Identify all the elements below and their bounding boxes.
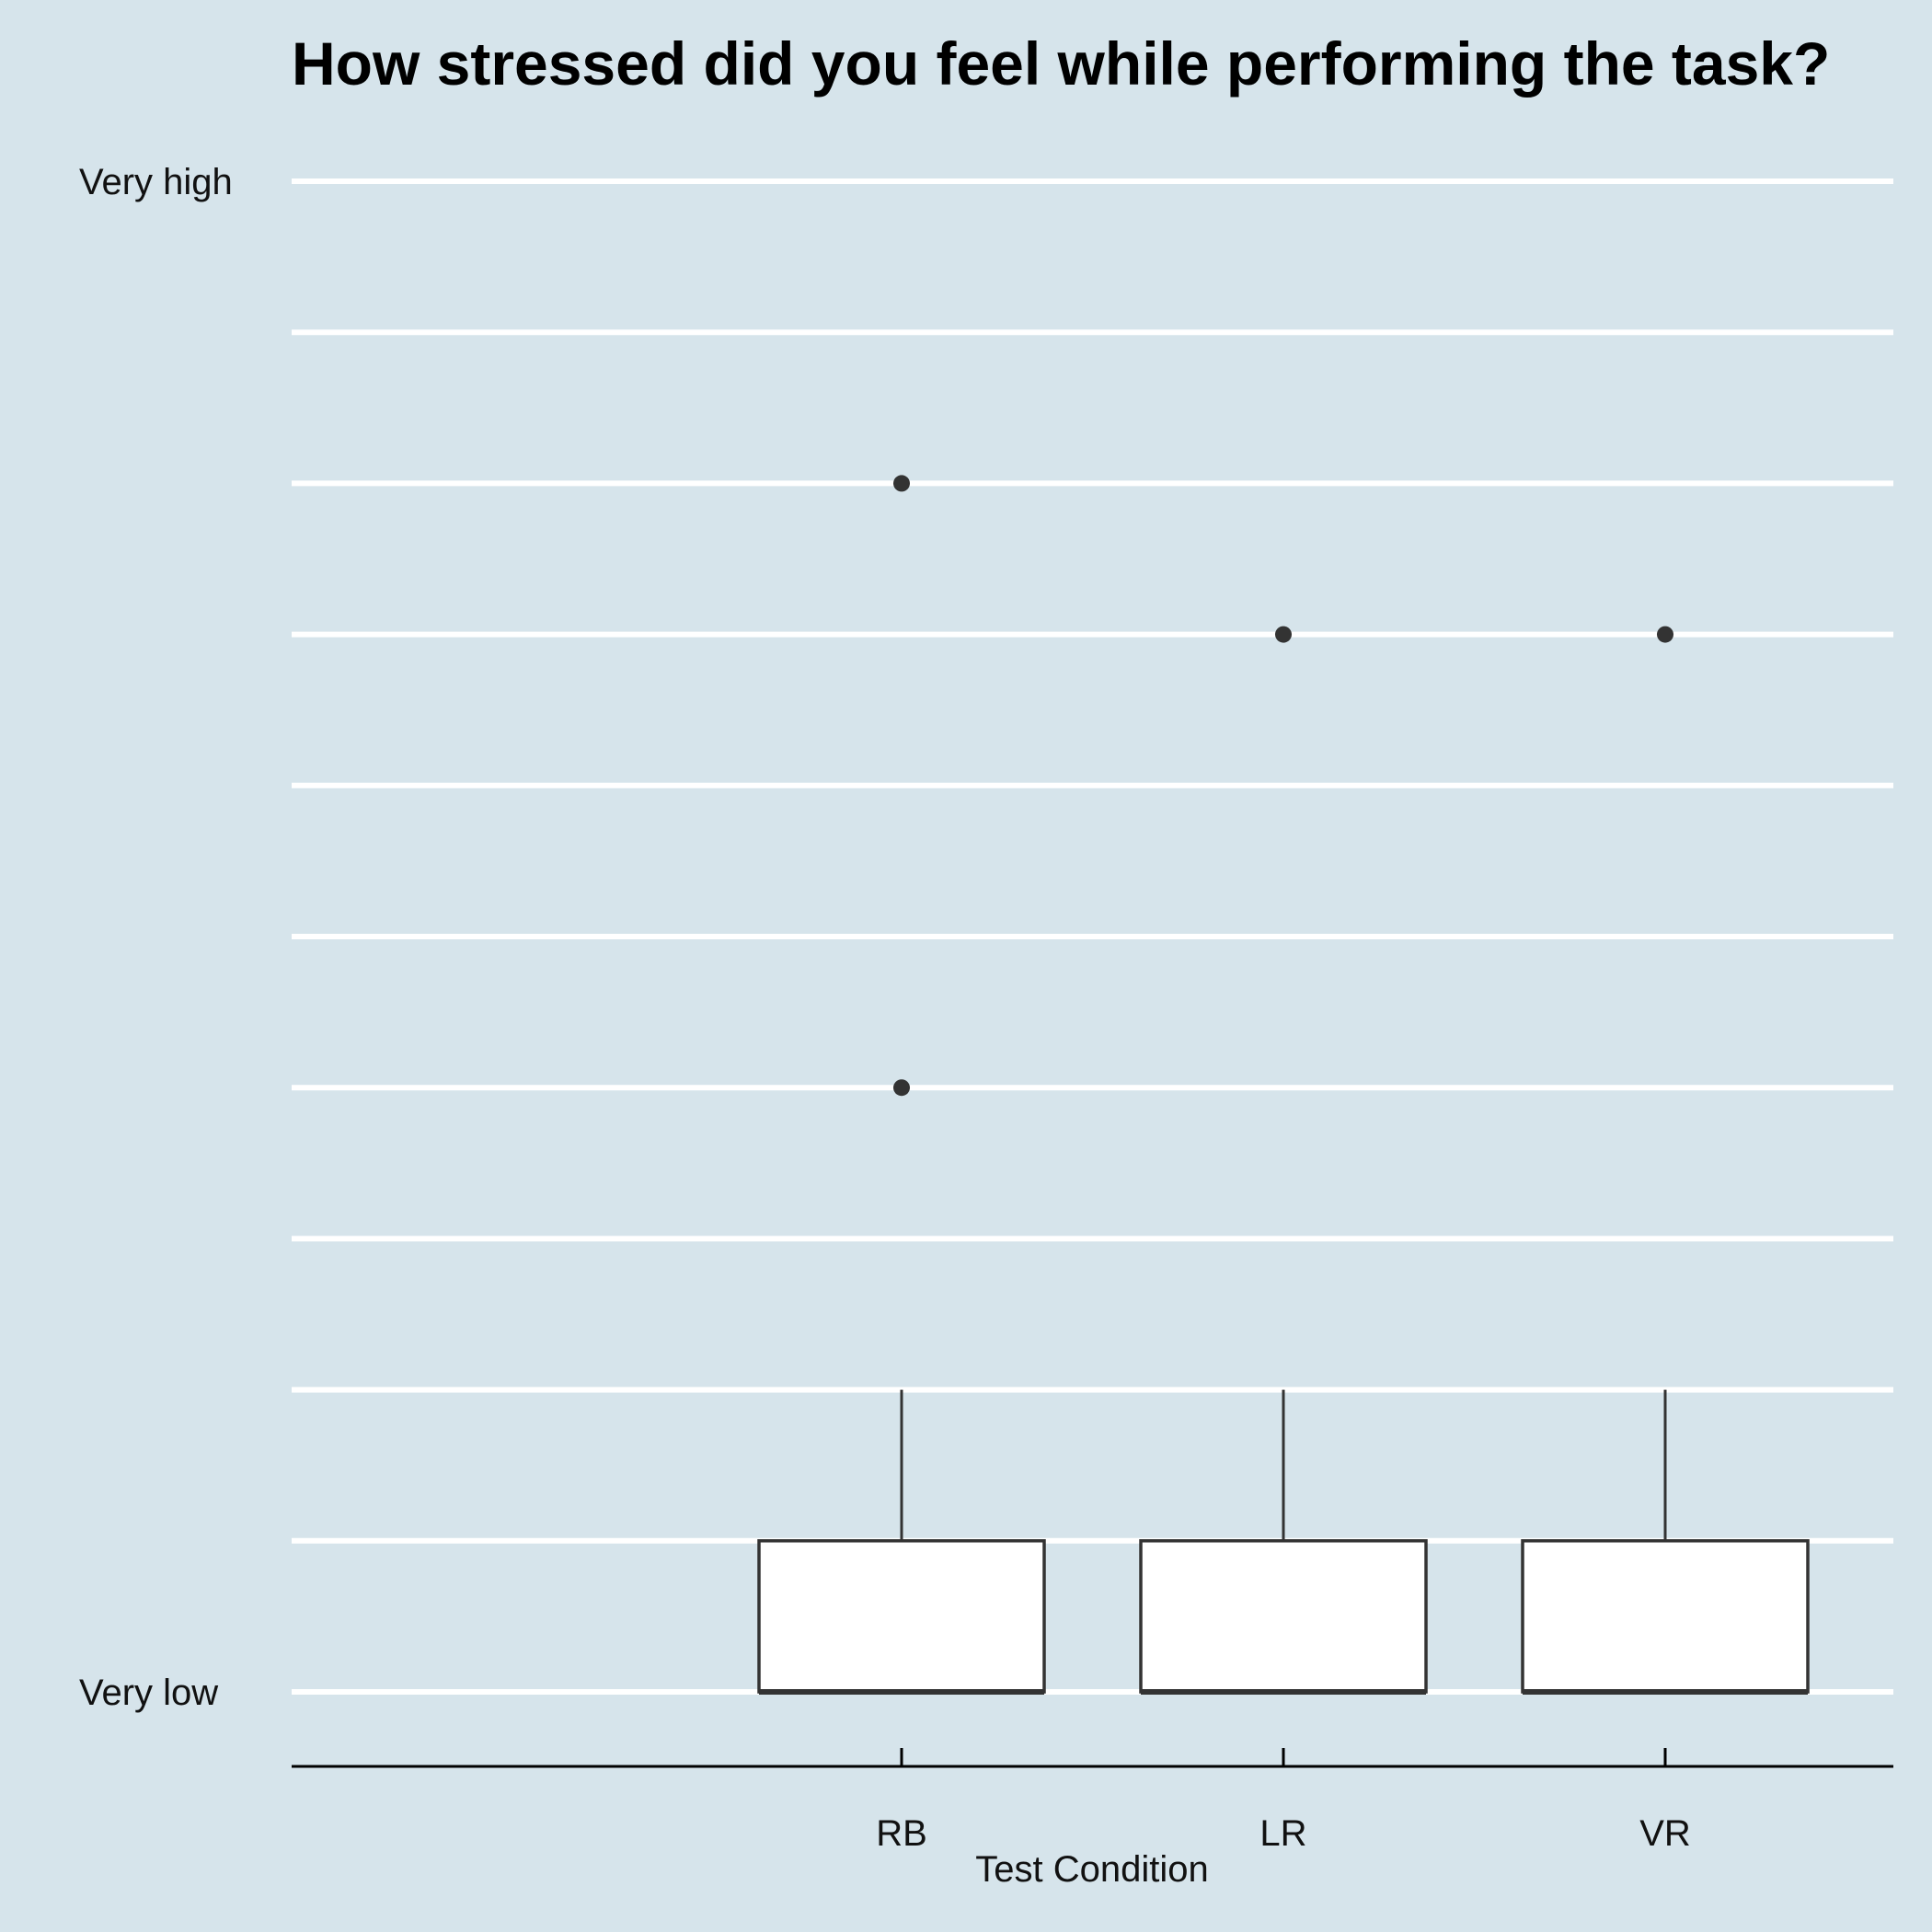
box-lr	[1139, 1539, 1428, 1694]
gridlines	[292, 178, 1893, 1695]
boxes	[757, 1389, 1810, 1695]
outlier-point-rb	[893, 475, 910, 492]
outlier-point-vr	[1657, 626, 1673, 643]
box-vr	[1521, 1539, 1810, 1694]
outlier-point-lr	[1275, 626, 1292, 643]
box-rb	[757, 1539, 1046, 1694]
outlier-points	[893, 475, 1673, 1097]
y-tick-label: Very high	[79, 162, 233, 202]
x-tick-label: RB	[876, 1813, 927, 1854]
x-tick-label: LR	[1259, 1813, 1306, 1854]
x-tick-label: VR	[1639, 1813, 1691, 1854]
x-axis-title: Test Condition	[975, 1849, 1208, 1890]
chart-title: How stressed did you feel while performi…	[292, 29, 1830, 98]
x-axis: RB LR VR	[292, 1748, 1893, 1854]
outlier-point-rb	[893, 1079, 910, 1097]
y-tick-label: Very low	[79, 1673, 218, 1713]
